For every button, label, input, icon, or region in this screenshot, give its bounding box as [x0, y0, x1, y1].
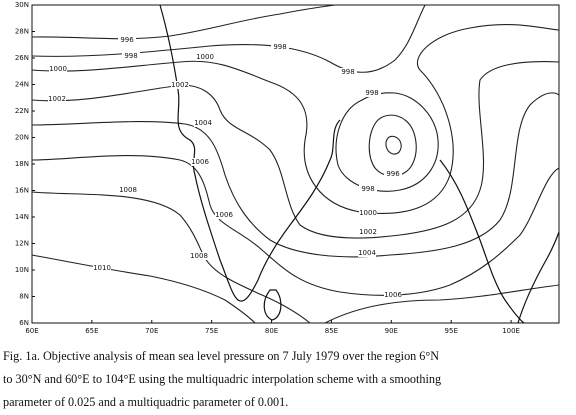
- y-tick-label: 12N: [15, 240, 29, 248]
- contour-label: 1000: [359, 209, 377, 217]
- caption-line: to 30°N and 60°E to 104°E using the mult…: [3, 372, 442, 386]
- x-tick-label: 80E: [265, 327, 278, 335]
- contour-label-bg: [359, 228, 377, 236]
- y-tick-label: 22N: [15, 107, 29, 115]
- contour-line: [31, 4, 426, 73]
- contour-label: 998: [361, 185, 374, 193]
- contour-label: 998: [124, 52, 137, 60]
- contour-label: 1000: [196, 53, 214, 61]
- contour-label-bg: [171, 81, 189, 89]
- contour-label-bg: [190, 252, 208, 260]
- contour-line: [324, 284, 560, 324]
- contour-label-bg: [384, 291, 402, 299]
- contour-label-bg: [93, 264, 111, 272]
- contour-line: [335, 92, 439, 192]
- contour-label-bg: [194, 119, 212, 127]
- x-tick-label: 95E: [445, 327, 458, 335]
- contour-line: [385, 135, 402, 155]
- contour-label: 1000: [49, 65, 67, 73]
- contour-label-bg: [119, 186, 137, 194]
- coastline: [159, 4, 560, 324]
- contour-label-bg: [384, 170, 402, 178]
- contour-label-bg: [118, 36, 136, 44]
- contour-label-bg: [271, 43, 289, 51]
- contour-label-bg: [48, 95, 66, 103]
- y-tick-label: 18N: [15, 160, 29, 168]
- contour-label: 1004: [194, 119, 212, 127]
- x-tick-label: 100E: [502, 327, 520, 335]
- contour-label: 1002: [171, 81, 189, 89]
- contour-label: 998: [365, 89, 378, 97]
- y-tick-label: 24N: [15, 81, 29, 89]
- contour-label-bg: [49, 65, 67, 73]
- contours: [31, 4, 560, 324]
- contour-label-bg: [215, 211, 233, 219]
- coastline: [517, 231, 560, 324]
- y-tick-label: 6N: [19, 319, 29, 327]
- coastline: [439, 159, 525, 324]
- contour-label: 1002: [359, 228, 377, 236]
- contour-label-bg: [359, 209, 377, 217]
- contour-label-bg: [358, 249, 376, 257]
- contour-label: 1006: [384, 291, 402, 299]
- contour-label: 1008: [190, 252, 208, 260]
- x-tick-label: 75E: [205, 327, 218, 335]
- x-tick-label: 70E: [145, 327, 158, 335]
- contour-line: [31, 4, 336, 40]
- contour-label: 998: [341, 68, 354, 76]
- x-tick-label: 60E: [25, 327, 38, 335]
- y-tick-label: 28N: [15, 28, 29, 36]
- contour-line: [368, 114, 417, 177]
- contour-line: [31, 61, 560, 239]
- coastline: [159, 4, 341, 302]
- y-tick-label: 26N: [15, 54, 29, 62]
- contour-label: 998: [273, 43, 286, 51]
- contour-label-bg: [196, 53, 214, 61]
- contour-label: 1006: [191, 158, 209, 166]
- contour-label-bg: [191, 158, 209, 166]
- contour-label-bg: [363, 89, 381, 97]
- contour-label: 996: [120, 36, 134, 44]
- y-tick-label: 30N: [15, 1, 29, 9]
- contour-label-bg: [339, 68, 357, 76]
- contour-label: 1004: [358, 249, 376, 257]
- coastline: [263, 289, 282, 321]
- contour-label-bg: [359, 185, 377, 193]
- x-tick-label: 85E: [325, 327, 338, 335]
- caption-line: parameter of 0.025 and a multiquadric pa…: [3, 395, 289, 409]
- y-tick-label: 20N: [15, 134, 29, 142]
- x-tick-label: 90E: [385, 327, 398, 335]
- contour-line: [31, 254, 256, 324]
- map: 60E 65E 70E 75E 80E 85E 90E 95E 100E 6N 8N 10N 12N 14…: [15, 1, 560, 335]
- y-tick-label: 8N: [19, 293, 29, 301]
- contour-line: [31, 155, 560, 296]
- y-tick-label: 14N: [15, 213, 29, 221]
- x-tick-label: 65E: [85, 327, 98, 335]
- caption-line: Fig. 1a. Objective analysis of mean sea …: [3, 349, 440, 363]
- map-frame: [31, 4, 560, 324]
- contour-label: 996: [386, 170, 400, 178]
- contour-label: 1002: [48, 95, 66, 103]
- contour-label: 1010: [93, 264, 111, 272]
- y-tick-label: 16N: [15, 187, 29, 195]
- contour-label: 1006: [215, 211, 233, 219]
- y-tick-label: 10N: [15, 266, 29, 274]
- contour-label: 1008: [119, 186, 137, 194]
- contour-line: [31, 92, 560, 258]
- contour-label-bg: [122, 52, 140, 60]
